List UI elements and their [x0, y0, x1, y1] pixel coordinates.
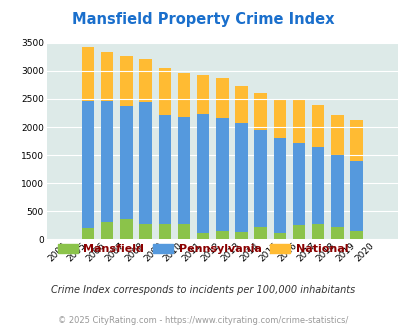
Bar: [350, 120, 362, 239]
Bar: [177, 117, 190, 239]
Bar: [82, 228, 94, 239]
Bar: [196, 114, 209, 239]
Bar: [196, 75, 209, 239]
Bar: [215, 231, 228, 239]
Bar: [139, 224, 151, 239]
Bar: [101, 222, 113, 239]
Bar: [177, 73, 190, 239]
Bar: [196, 233, 209, 239]
Text: Crime Index corresponds to incidents per 100,000 inhabitants: Crime Index corresponds to incidents per…: [51, 285, 354, 295]
Bar: [120, 219, 132, 239]
Bar: [330, 115, 343, 239]
Bar: [234, 123, 247, 239]
Bar: [311, 105, 324, 239]
Bar: [215, 78, 228, 239]
Bar: [139, 59, 151, 239]
Bar: [350, 231, 362, 239]
Text: © 2025 CityRating.com - https://www.cityrating.com/crime-statistics/: © 2025 CityRating.com - https://www.city…: [58, 316, 347, 325]
Bar: [254, 93, 266, 239]
Bar: [292, 100, 305, 239]
Bar: [273, 99, 286, 239]
Bar: [215, 118, 228, 239]
Bar: [311, 147, 324, 239]
Bar: [158, 115, 171, 239]
Bar: [120, 56, 132, 239]
Legend: Mansfield, Pennsylvania, National: Mansfield, Pennsylvania, National: [53, 239, 352, 258]
Bar: [311, 224, 324, 239]
Bar: [101, 101, 113, 239]
Bar: [120, 106, 132, 239]
Bar: [273, 138, 286, 239]
Bar: [330, 155, 343, 239]
Bar: [350, 161, 362, 239]
Bar: [254, 130, 266, 239]
Bar: [292, 225, 305, 239]
Bar: [82, 48, 94, 239]
Bar: [292, 143, 305, 239]
Bar: [234, 232, 247, 239]
Bar: [330, 227, 343, 239]
Bar: [273, 233, 286, 239]
Bar: [254, 227, 266, 239]
Bar: [158, 224, 171, 239]
Bar: [234, 86, 247, 239]
Bar: [158, 68, 171, 239]
Bar: [101, 52, 113, 239]
Bar: [82, 101, 94, 239]
Text: Mansfield Property Crime Index: Mansfield Property Crime Index: [72, 12, 333, 26]
Bar: [177, 224, 190, 239]
Bar: [139, 102, 151, 239]
